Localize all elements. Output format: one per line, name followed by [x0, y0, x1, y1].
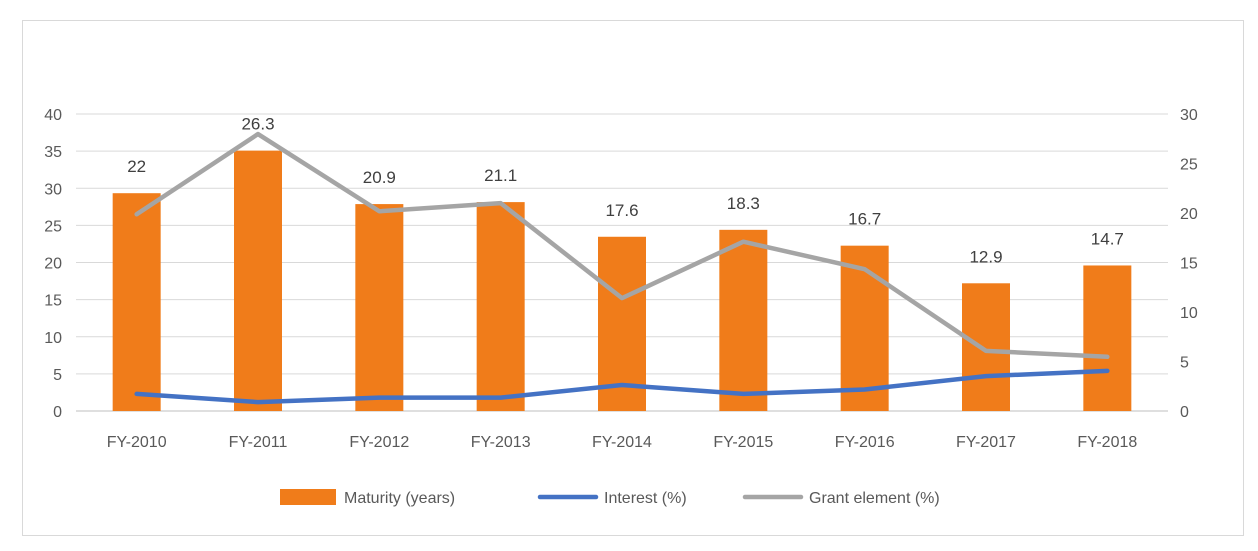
- bar-maturity: [112, 193, 161, 411]
- bar-maturity: [1083, 265, 1132, 411]
- y-left-tick-label: 15: [44, 293, 62, 310]
- y-right-tick-label: 20: [1180, 206, 1198, 223]
- y-right-tick-label: 5: [1180, 355, 1189, 372]
- bar-data-label: 26.3: [241, 115, 274, 134]
- x-tick-label: FY-2010: [107, 434, 167, 451]
- y-right-tick-label: 30: [1180, 107, 1198, 124]
- y-left-tick-label: 0: [53, 404, 62, 421]
- bar-data-label: 20.9: [363, 168, 396, 187]
- bar-series-maturity: [112, 150, 1132, 411]
- bar-data-label: 22: [127, 157, 146, 176]
- legend-label: Grant element (%): [809, 490, 940, 507]
- bar-maturity: [355, 204, 404, 411]
- legend-swatch-maturity: [280, 489, 336, 505]
- legend: Maturity (years) Interest (%) Grant elemen…: [280, 489, 940, 507]
- x-tick-label: FY-2013: [471, 434, 531, 451]
- x-axis: FY-2010 FY-2011 FY-2012 FY-2013 FY-2014 FY-20…: [107, 434, 1138, 451]
- y-left-tick-label: 30: [44, 181, 62, 198]
- x-tick-label: FY-2011: [229, 434, 288, 451]
- bar-data-label: 21.1: [484, 166, 517, 185]
- y-right-tick-label: 0: [1180, 404, 1189, 421]
- bar-data-label: 16.7: [848, 210, 881, 229]
- line-series: [134, 131, 1110, 405]
- y-left-tick-label: 10: [44, 330, 62, 347]
- x-tick-label: FY-2012: [349, 434, 409, 451]
- bar-maturity: [840, 245, 889, 411]
- x-tick-label: FY-2014: [592, 434, 652, 451]
- bar-maturity: [234, 150, 282, 411]
- line-interest: [134, 368, 1110, 405]
- bar-maturity: [598, 236, 646, 411]
- line-grant-element: [134, 131, 1110, 360]
- bar-maturity: [476, 202, 525, 411]
- bar-data-label: 18.3: [727, 194, 760, 213]
- bar-maturity: [962, 283, 1010, 411]
- bar-data-label: 17.6: [605, 201, 638, 220]
- y-left-tick-label: 5: [53, 367, 62, 384]
- bar-data-label: 12.9: [969, 247, 1002, 266]
- x-tick-label: FY-2015: [713, 434, 773, 451]
- data-labels: 22 26.3 20.9 21.1 17.6 18.3 16.7 12.9 14.7: [127, 115, 1124, 267]
- bar-maturity: [719, 229, 768, 411]
- legend-label: Interest (%): [604, 490, 687, 507]
- bar-data-label: 14.7: [1091, 229, 1124, 248]
- y-left-tick-label: 35: [44, 144, 62, 161]
- y-right-tick-label: 25: [1180, 157, 1198, 174]
- y-axis-left: 0 5 10 15 20 25 30 35 40: [44, 107, 62, 421]
- legend-label: Maturity (years): [344, 490, 455, 507]
- y-left-tick-label: 20: [44, 256, 62, 273]
- x-tick-label: FY-2017: [956, 434, 1016, 451]
- y-axis-right: 0 5 10 15 20 25 30: [1180, 107, 1198, 421]
- y-left-tick-label: 25: [44, 218, 62, 235]
- x-tick-label: FY-2018: [1077, 434, 1137, 451]
- y-left-tick-label: 40: [44, 107, 62, 124]
- x-tick-label: FY-2016: [835, 434, 895, 451]
- y-right-tick-label: 10: [1180, 305, 1198, 322]
- y-right-tick-label: 15: [1180, 256, 1198, 273]
